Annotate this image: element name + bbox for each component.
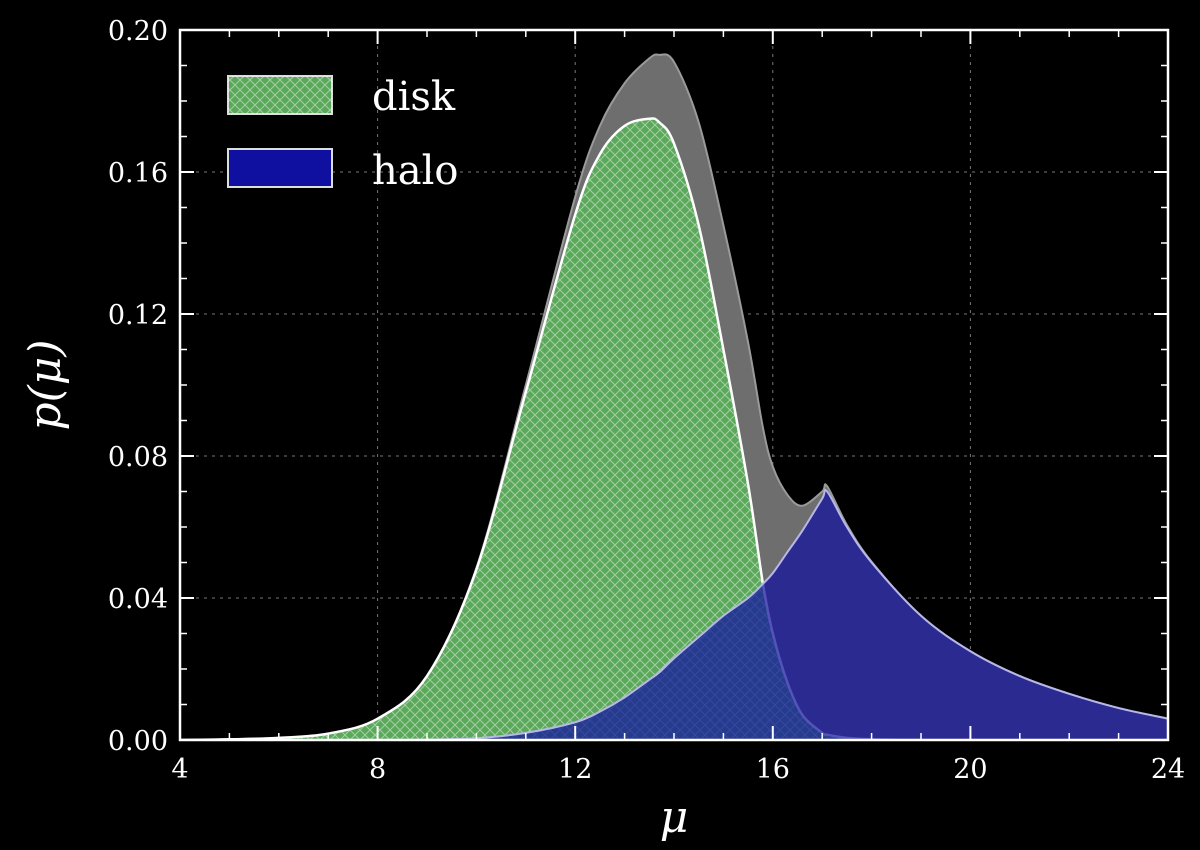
x-tick-label: 8 <box>369 754 386 785</box>
legend-label-halo: halo <box>372 148 458 194</box>
x-tick-label: 24 <box>1151 754 1185 785</box>
legend-swatch-halo <box>227 148 333 188</box>
y-tick-label: 0.08 <box>108 442 168 473</box>
legend-label-disk: disk <box>372 74 456 120</box>
legend-entry-halo: halo <box>227 148 458 194</box>
x-tick-label: 20 <box>953 754 987 785</box>
tick-labels: 4 8 12 16 20 24 0.00 0.04 0.08 0.12 0.16 0.20 <box>108 16 1185 785</box>
legend: disk halo <box>227 74 458 194</box>
x-tick-label: 16 <box>756 754 790 785</box>
disk-area-hatch <box>180 118 1168 740</box>
y-tick-label: 0.00 <box>108 726 168 757</box>
y-tick-label: 0.20 <box>108 16 168 47</box>
y-tick-label: 0.04 <box>108 584 168 615</box>
halo-area <box>180 489 1168 740</box>
y-tick-label: 0.16 <box>108 158 168 189</box>
legend-swatch-disk-hatch <box>228 76 332 114</box>
x-tick-label: 12 <box>558 754 592 785</box>
x-tick-label: 4 <box>171 754 188 785</box>
axis-ticks <box>179 29 1169 741</box>
y-tick-label: 0.12 <box>108 300 168 331</box>
y-axis-label: p(μ) <box>20 339 71 430</box>
legend-entry-disk: disk <box>227 74 456 120</box>
x-axis-label: μ <box>660 792 689 843</box>
